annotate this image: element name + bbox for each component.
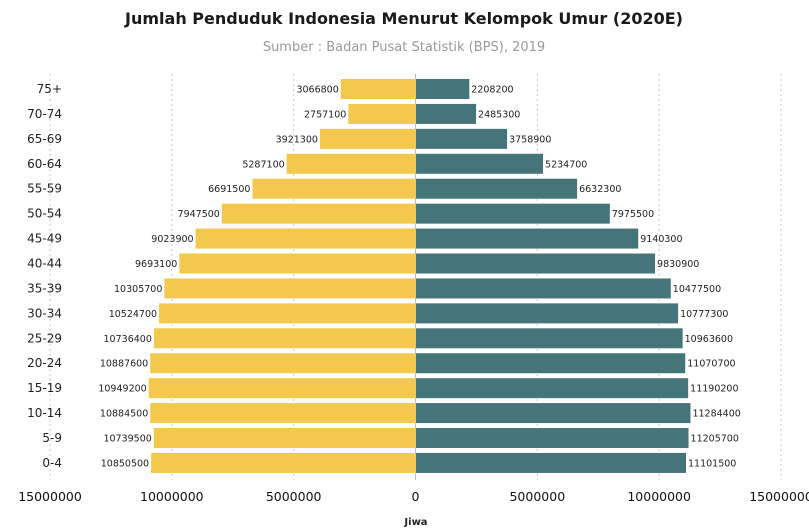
value-label-left: 10736400 <box>104 334 152 345</box>
value-label-right: 9140300 <box>640 234 682 245</box>
bar-right <box>416 428 689 449</box>
bar-left <box>150 403 417 424</box>
x-tick-label: 0 <box>412 489 420 504</box>
x-tick-label: 15000000 <box>749 489 809 504</box>
value-label-left: 10850500 <box>101 458 149 469</box>
value-label-left: 3921300 <box>276 134 318 145</box>
bar-right <box>416 403 691 424</box>
bar-right <box>416 452 687 473</box>
value-label-right: 7975500 <box>612 209 654 220</box>
value-label-left: 10949200 <box>98 384 146 395</box>
value-label-left: 10524700 <box>109 309 157 320</box>
bar-right <box>416 328 683 349</box>
x-tick-label: 15000000 <box>18 489 82 504</box>
category-label: 30-34 <box>27 306 62 320</box>
value-label-right: 10477500 <box>673 284 721 295</box>
value-label-left: 7947500 <box>178 209 220 220</box>
x-tick-label: 5000000 <box>266 489 322 504</box>
chart-subtitle: Sumber : Badan Pusat Statistik (BPS), 20… <box>263 40 545 55</box>
bar-left <box>153 428 416 449</box>
x-tick-label: 10000000 <box>140 489 204 504</box>
category-label: 5-9 <box>42 431 62 445</box>
bar-left <box>348 103 416 124</box>
bar-left <box>159 303 416 324</box>
value-label-right: 10963600 <box>685 334 733 345</box>
category-label: 45-49 <box>27 232 62 246</box>
value-label-right: 3758900 <box>509 134 551 145</box>
bar-left <box>340 79 416 99</box>
value-label-right: 2208200 <box>471 85 513 96</box>
x-tick-label: 10000000 <box>627 489 691 504</box>
category-label: 70-74 <box>27 107 62 121</box>
category-label: 25-29 <box>27 331 62 345</box>
bar-right <box>416 353 686 374</box>
category-label: 40-44 <box>27 257 62 271</box>
value-label-left: 9693100 <box>135 259 177 270</box>
bars <box>148 79 691 473</box>
chart-title: Jumlah Penduduk Indonesia Menurut Kelomp… <box>124 9 683 28</box>
category-label: 10-14 <box>27 406 62 420</box>
bar-left <box>150 353 416 374</box>
bar-left <box>148 378 416 399</box>
value-label-left: 10305700 <box>114 284 162 295</box>
value-label-left: 10739500 <box>103 434 151 445</box>
value-label-left: 3066800 <box>296 85 338 96</box>
value-label-left: 9023900 <box>151 234 193 245</box>
category-label: 15-19 <box>27 381 62 395</box>
bar-left <box>164 278 416 299</box>
bar-right <box>416 378 689 399</box>
bar-right <box>416 103 477 124</box>
value-label-left: 2757100 <box>304 109 346 120</box>
category-label: 0-4 <box>42 456 62 470</box>
value-label-right: 6632300 <box>579 184 621 195</box>
value-label-right: 2485300 <box>478 109 520 120</box>
bar-right <box>416 153 544 174</box>
value-label-left: 5287100 <box>242 159 284 170</box>
bar-right <box>416 79 470 99</box>
x-axis-label: Jiwa <box>403 517 427 528</box>
x-axis-ticks: 15000000 10000000 5000000 0 5000000 10000000 1… <box>18 489 809 504</box>
value-label-right: 11101500 <box>688 458 736 469</box>
value-label-left: 10887600 <box>100 359 148 370</box>
category-label: 55-59 <box>27 182 62 196</box>
value-label-right: 10777300 <box>680 309 728 320</box>
bar-right <box>416 203 610 224</box>
value-label-right: 11284400 <box>692 409 740 420</box>
bar-left <box>221 203 416 224</box>
category-label: 75+ <box>37 82 62 96</box>
bar-left <box>252 178 416 199</box>
bar-left <box>319 128 416 149</box>
bar-right <box>416 303 679 324</box>
value-labels: 3066800 2208200 2757100 2485300 3921300 37589… <box>98 85 740 470</box>
bar-right <box>416 178 578 199</box>
bar-left <box>153 328 417 349</box>
value-label-right: 11070700 <box>687 359 735 370</box>
category-label: 20-24 <box>27 356 62 370</box>
bar-right <box>416 253 656 274</box>
bar-left <box>151 452 416 473</box>
value-label-right: 9830900 <box>657 259 699 270</box>
bar-left <box>179 253 416 274</box>
category-label: 60-64 <box>27 157 62 171</box>
category-label: 35-39 <box>27 281 62 295</box>
bar-right <box>416 128 508 149</box>
value-label-right: 5234700 <box>545 159 587 170</box>
category-label: 50-54 <box>27 207 62 221</box>
value-label-right: 11205700 <box>691 434 739 445</box>
bar-right <box>416 278 671 299</box>
x-tick-label: 5000000 <box>509 489 565 504</box>
category-label: 65-69 <box>27 132 62 146</box>
bar-left <box>286 153 416 174</box>
value-label-left: 6691500 <box>208 184 250 195</box>
bar-right <box>416 228 639 249</box>
category-labels: 75+ 70-74 65-69 60-64 55-59 50-54 45-49 40-44 35… <box>27 82 62 470</box>
bar-left <box>195 228 416 249</box>
value-label-left: 10884500 <box>100 409 148 420</box>
value-label-right: 11190200 <box>690 384 738 395</box>
